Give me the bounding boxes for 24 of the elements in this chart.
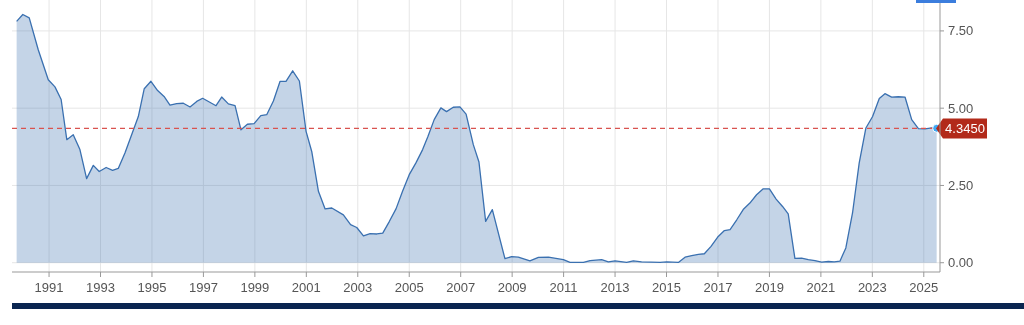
x-tick-label: 1993 [86, 280, 115, 295]
x-tick-label: 1997 [188, 280, 218, 295]
y-tick-label: 0.00 [948, 255, 974, 271]
x-tick-label: 2013 [600, 280, 630, 295]
price-tag: 4.3450 [936, 118, 987, 139]
y-tick-label: 2.50 [948, 177, 974, 193]
x-tick-label: 2011 [549, 280, 578, 295]
y-tick-label: 5.00 [948, 100, 974, 116]
ref-line-label: 4.3450 [945, 120, 985, 136]
x-tick-label: 2019 [754, 280, 784, 295]
x-tick-label: 1999 [240, 280, 270, 295]
x-tick-label: 2001 [291, 280, 321, 295]
x-tick-label: 1995 [137, 280, 167, 295]
x-tick-label: 2015 [652, 280, 681, 295]
y-tick-label: 7.50 [948, 23, 974, 39]
x-tick-label: 2021 [806, 280, 836, 295]
x-tick-label: 2017 [703, 280, 733, 295]
x-tick-label: 1991 [34, 280, 64, 295]
x-tick-label: 2023 [857, 280, 887, 295]
x-tick-label: 2005 [394, 280, 424, 295]
x-tick-label: 2025 [909, 280, 939, 295]
x-tick-label: 2007 [446, 280, 476, 295]
x-tick-label: 2009 [497, 280, 527, 295]
x-tick-label: 2003 [343, 280, 373, 295]
